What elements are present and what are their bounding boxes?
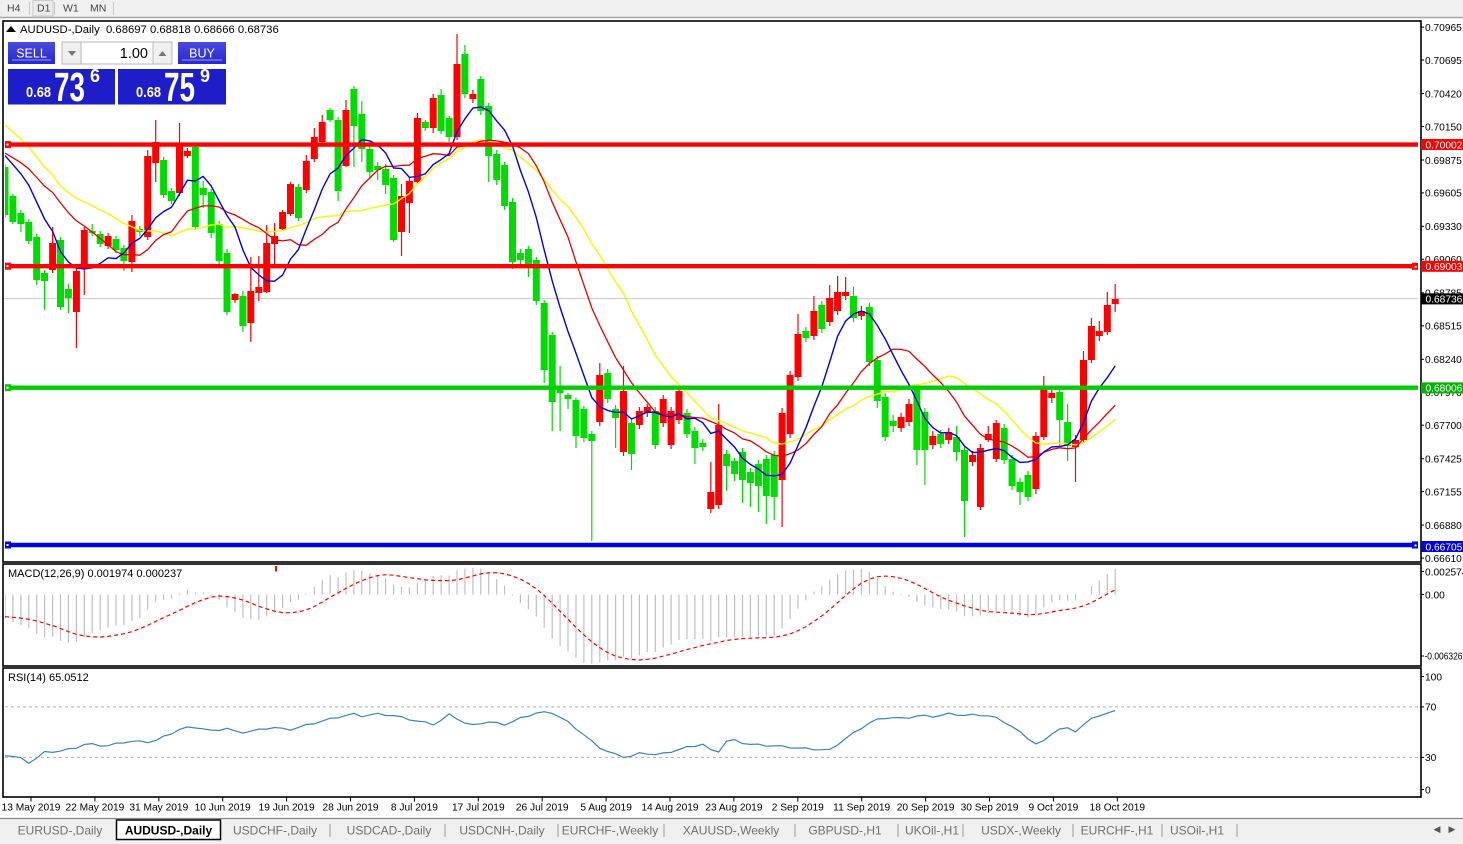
svg-text:9: 9 xyxy=(200,66,210,86)
svg-text:SELL: SELL xyxy=(16,47,47,61)
svg-text:26 Jul 2019: 26 Jul 2019 xyxy=(516,803,569,814)
svg-text:70: 70 xyxy=(1425,703,1437,714)
svg-text:USDCHF-,Daily: USDCHF-,Daily xyxy=(233,824,317,838)
svg-text:0: 0 xyxy=(1425,785,1431,796)
svg-text:0.66705: 0.66705 xyxy=(1426,542,1463,553)
svg-text:0.67155: 0.67155 xyxy=(1425,487,1462,498)
svg-text:W1: W1 xyxy=(63,3,79,15)
svg-text:XAUUSD-,Weekly: XAUUSD-,Weekly xyxy=(683,824,779,838)
svg-text:22 May 2019: 22 May 2019 xyxy=(65,803,124,814)
svg-text:19 Jun 2019: 19 Jun 2019 xyxy=(259,803,315,814)
svg-text:0.68006: 0.68006 xyxy=(1426,384,1463,395)
svg-text:0.66610: 0.66610 xyxy=(1425,554,1462,565)
svg-text:0.70965: 0.70965 xyxy=(1425,23,1462,34)
svg-text:H4: H4 xyxy=(7,3,21,15)
svg-text:UKOil-,H1: UKOil-,H1 xyxy=(905,824,959,838)
svg-text:◀: ◀ xyxy=(1434,824,1441,834)
svg-text:20 Sep 2019: 20 Sep 2019 xyxy=(897,803,955,814)
svg-text:0.67425: 0.67425 xyxy=(1425,455,1462,466)
svg-text:11 Sep 2019: 11 Sep 2019 xyxy=(833,803,890,814)
svg-text:75: 75 xyxy=(164,64,195,110)
svg-text:30: 30 xyxy=(1425,753,1437,764)
svg-text:MACD(12,26,9) 0.001974 0.00023: MACD(12,26,9) 0.001974 0.000237 xyxy=(8,568,182,580)
svg-text:0.69003: 0.69003 xyxy=(1426,262,1463,273)
svg-text:USDX-,Weekly: USDX-,Weekly xyxy=(981,824,1061,838)
svg-text:EURUSD-,Daily: EURUSD-,Daily xyxy=(18,824,103,838)
svg-text:USDCAD-,Daily: USDCAD-,Daily xyxy=(347,824,432,838)
svg-text:0.68240: 0.68240 xyxy=(1425,355,1462,366)
svg-text:USOil-,H1: USOil-,H1 xyxy=(1170,824,1224,838)
svg-text:31 May 2019: 31 May 2019 xyxy=(129,803,188,814)
svg-text:0.67970: 0.67970 xyxy=(1425,388,1462,399)
svg-text:8 Jul 2019: 8 Jul 2019 xyxy=(391,803,438,814)
svg-text:EURCHF-,Weekly: EURCHF-,Weekly xyxy=(562,824,658,838)
svg-text:0.70150: 0.70150 xyxy=(1425,122,1462,133)
svg-text:RSI(14) 65.0512: RSI(14) 65.0512 xyxy=(8,672,89,684)
svg-text:23 Aug 2019: 23 Aug 2019 xyxy=(705,803,763,814)
svg-text:0.70002: 0.70002 xyxy=(1426,140,1463,151)
svg-text:0.68736: 0.68736 xyxy=(1426,295,1463,306)
svg-text:GBPUSD-,H1: GBPUSD-,H1 xyxy=(808,824,882,838)
svg-text:0.002574: 0.002574 xyxy=(1425,567,1463,578)
svg-text:0.68515: 0.68515 xyxy=(1425,322,1462,333)
svg-text:9 Oct 2019: 9 Oct 2019 xyxy=(1028,803,1078,814)
svg-text:EURCHF-,H1: EURCHF-,H1 xyxy=(1081,824,1154,838)
svg-text:MN: MN xyxy=(90,3,106,15)
svg-text:▶: ▶ xyxy=(1449,824,1456,834)
svg-text:13 May 2019: 13 May 2019 xyxy=(2,803,61,814)
svg-text:0.68: 0.68 xyxy=(136,85,161,101)
svg-text:73: 73 xyxy=(54,64,85,110)
svg-text:AUDUSD-,Daily 0.68697 0.68818: AUDUSD-,Daily 0.68697 0.68818 0.68666 0.… xyxy=(20,24,279,36)
svg-text:10 Jun 2019: 10 Jun 2019 xyxy=(195,803,251,814)
svg-text:0.70420: 0.70420 xyxy=(1425,89,1462,100)
svg-text:30 Sep 2019: 30 Sep 2019 xyxy=(961,803,1019,814)
svg-text:6: 6 xyxy=(90,66,100,86)
svg-text:D1: D1 xyxy=(37,3,51,15)
svg-text:USDCNH-,Daily: USDCNH-,Daily xyxy=(459,824,544,838)
svg-text:0.70695: 0.70695 xyxy=(1425,56,1462,67)
svg-text:100: 100 xyxy=(1425,672,1442,683)
svg-text:0.67700: 0.67700 xyxy=(1425,421,1462,432)
svg-text:17 Jul 2019: 17 Jul 2019 xyxy=(452,803,505,814)
svg-text:0.69605: 0.69605 xyxy=(1425,189,1462,200)
svg-text:14 Aug 2019: 14 Aug 2019 xyxy=(641,803,699,814)
svg-text:0.69875: 0.69875 xyxy=(1425,156,1462,167)
svg-text:1.00: 1.00 xyxy=(120,46,148,62)
svg-text:0.00: 0.00 xyxy=(1425,590,1445,601)
svg-text:0.66880: 0.66880 xyxy=(1425,521,1462,532)
svg-text:AUDUSD-,Daily: AUDUSD-,Daily xyxy=(125,824,213,838)
svg-text:0.68: 0.68 xyxy=(26,85,51,101)
svg-text:18 Oct 2019: 18 Oct 2019 xyxy=(1090,803,1146,814)
svg-text:2 Sep 2019: 2 Sep 2019 xyxy=(772,803,824,814)
svg-text:0.69060: 0.69060 xyxy=(1425,255,1462,266)
svg-text:28 Jun 2019: 28 Jun 2019 xyxy=(322,803,378,814)
svg-text:5 Aug 2019: 5 Aug 2019 xyxy=(580,803,632,814)
svg-text:-0.006326: -0.006326 xyxy=(1425,652,1463,663)
svg-text:BUY: BUY xyxy=(189,47,215,61)
svg-text:0.69330: 0.69330 xyxy=(1425,222,1462,233)
